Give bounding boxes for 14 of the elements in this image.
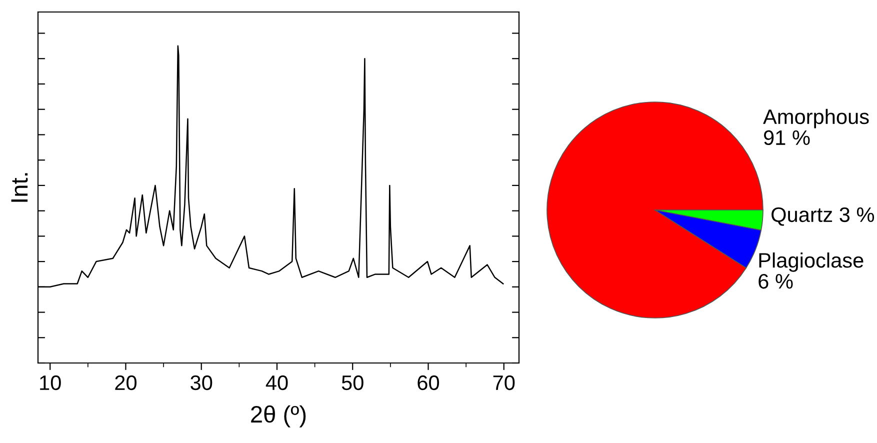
y-axis-title: Int. xyxy=(11,173,28,202)
x-tick-label: 40 xyxy=(266,375,288,390)
x-tick-label: 50 xyxy=(342,375,364,390)
data-label: 91 % xyxy=(764,130,810,146)
data-label: 6 % xyxy=(758,274,793,289)
slice-label: Quartz 3 % xyxy=(772,207,874,226)
x-tick-label: 60 xyxy=(418,375,440,390)
slice-label: Amorphous xyxy=(763,108,869,128)
x-tick-label: 30 xyxy=(190,375,212,390)
x-tick-label: 10 xyxy=(40,375,61,390)
x-tick-label: 20 xyxy=(115,375,136,390)
x-axis-title: 2θ (º) xyxy=(251,405,306,428)
slice-label: Plagioclase xyxy=(759,252,864,272)
x-tick-label: 70 xyxy=(493,375,515,390)
